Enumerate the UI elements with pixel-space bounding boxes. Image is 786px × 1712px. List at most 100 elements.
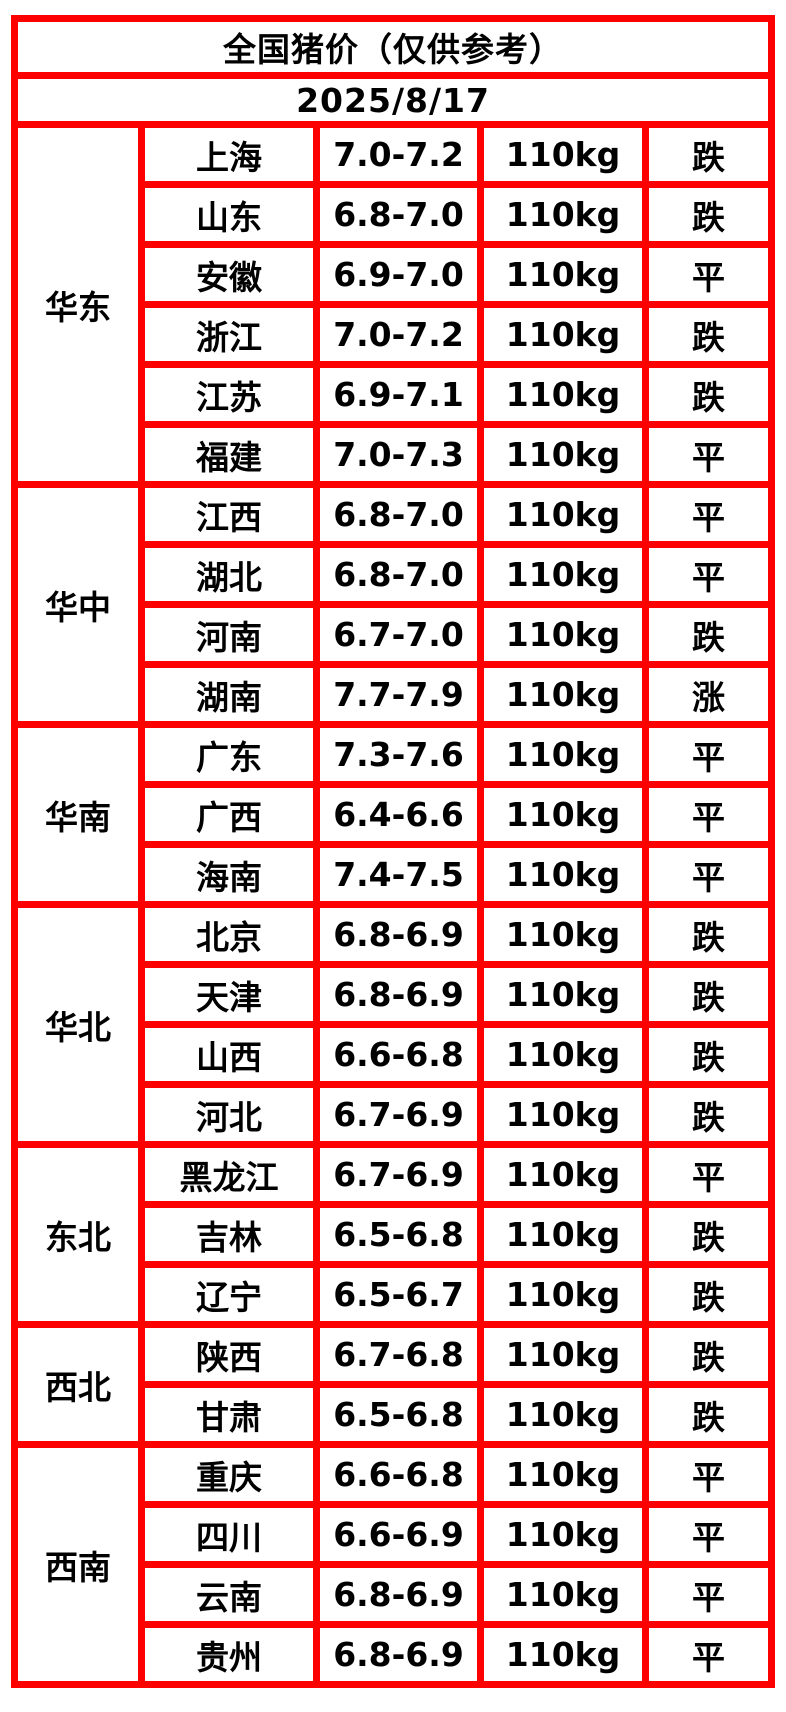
- trend-cell: 平: [641, 1621, 776, 1688]
- weight-cell: 110kg: [477, 121, 649, 188]
- trend-cell: 跌: [641, 361, 776, 428]
- weight-cell: 110kg: [477, 1621, 649, 1688]
- trend-cell: 平: [641, 1501, 776, 1568]
- weight-cell: 110kg: [477, 601, 649, 668]
- table-row: 山西 6.6-6.8 110kg 跌: [15, 1021, 776, 1088]
- trend-cell: 跌: [641, 1321, 776, 1388]
- province-cell: 四川: [138, 1501, 320, 1568]
- table-row: 华中 江西 6.8-7.0 110kg 平: [11, 481, 776, 728]
- price-cell: 7.7-7.9: [313, 661, 484, 728]
- province-cell: 辽宁: [138, 1261, 320, 1328]
- table-title: 全国猪价（仅供参考）: [10, 15, 776, 79]
- table-row: 云南 6.8-6.9 110kg 平: [15, 1561, 776, 1628]
- price-cell: 6.8-6.9: [313, 901, 484, 968]
- province-cell: 贵州: [138, 1621, 320, 1688]
- province-cell: 广西: [138, 781, 320, 848]
- price-cell: 7.0-7.2: [313, 121, 484, 188]
- trend-cell: 平: [641, 1141, 776, 1208]
- province-cell: 山西: [138, 1021, 320, 1088]
- trend-cell: 平: [641, 721, 776, 788]
- table-row: 广西 6.4-6.6 110kg 平: [15, 781, 776, 848]
- table-row: 河南 6.7-7.0 110kg 跌: [15, 601, 776, 668]
- province-cell: 浙江: [138, 301, 320, 368]
- weight-cell: 110kg: [477, 181, 649, 248]
- province-cell: 安徽: [138, 241, 320, 308]
- province-cell: 山东: [138, 181, 320, 248]
- trend-cell: 平: [641, 541, 776, 608]
- province-cell: 广东: [138, 721, 320, 788]
- trend-cell: 跌: [641, 1201, 776, 1268]
- region-cell: 西南: [11, 1441, 145, 1688]
- province-cell: 吉林: [138, 1201, 320, 1268]
- trend-cell: 跌: [641, 961, 776, 1028]
- price-cell: 6.5-6.8: [313, 1381, 484, 1448]
- province-cell: 河北: [138, 1081, 320, 1148]
- table-row: 山东 6.8-7.0 110kg 跌: [15, 181, 776, 248]
- trend-cell: 跌: [641, 181, 776, 248]
- trend-cell: 跌: [641, 1021, 776, 1088]
- trend-cell: 平: [641, 841, 776, 908]
- weight-cell: 110kg: [477, 481, 649, 548]
- price-cell: 6.5-6.8: [313, 1201, 484, 1268]
- province-cell: 甘肃: [138, 1381, 320, 1448]
- weight-cell: 110kg: [477, 781, 649, 848]
- province-cell: 海南: [138, 841, 320, 908]
- trend-cell: 平: [641, 1441, 776, 1508]
- region-cell: 华中: [11, 481, 145, 728]
- table-row: 辽宁 6.5-6.7 110kg 跌: [15, 1261, 776, 1328]
- weight-cell: 110kg: [477, 841, 649, 908]
- table-row: 海南 7.4-7.5 110kg 平: [15, 841, 776, 908]
- trend-cell: 涨: [641, 661, 776, 728]
- trend-cell: 跌: [641, 1261, 776, 1328]
- province-cell: 重庆: [138, 1441, 320, 1508]
- weight-cell: 110kg: [477, 1381, 649, 1448]
- table-row: 华北 北京 6.8-6.9 110kg 跌: [11, 901, 776, 1148]
- weight-cell: 110kg: [477, 721, 649, 788]
- region-cell: 西北: [11, 1321, 145, 1448]
- region-cell: 华南: [11, 721, 145, 908]
- province-cell: 湖南: [138, 661, 320, 728]
- region-cell: 东北: [11, 1141, 145, 1328]
- weight-cell: 110kg: [477, 661, 649, 728]
- weight-cell: 110kg: [477, 1321, 649, 1388]
- weight-cell: 110kg: [477, 361, 649, 428]
- price-cell: 6.8-6.9: [313, 961, 484, 1028]
- weight-cell: 110kg: [477, 1501, 649, 1568]
- price-cell: 7.3-7.6: [313, 721, 484, 788]
- weight-cell: 110kg: [477, 421, 649, 488]
- table-row: 浙江 7.0-7.2 110kg 跌: [15, 301, 776, 368]
- trend-cell: 平: [641, 1561, 776, 1628]
- weight-cell: 110kg: [477, 241, 649, 308]
- weight-cell: 110kg: [477, 541, 649, 608]
- price-cell: 7.4-7.5: [313, 841, 484, 908]
- table-row: 安徽 6.9-7.0 110kg 平: [15, 241, 776, 308]
- table-row: 贵州 6.8-6.9 110kg 平: [15, 1621, 776, 1688]
- trend-cell: 跌: [641, 601, 776, 668]
- weight-cell: 110kg: [477, 1561, 649, 1628]
- province-cell: 上海: [138, 121, 320, 188]
- table-row: 东北 黑龙江 6.7-6.9 110kg 平: [11, 1141, 776, 1328]
- price-cell: 6.8-7.0: [313, 541, 484, 608]
- table-row: 福建 7.0-7.3 110kg 平: [15, 421, 776, 488]
- trend-cell: 平: [641, 421, 776, 488]
- province-cell: 江西: [138, 481, 320, 548]
- trend-cell: 平: [641, 781, 776, 848]
- price-cell: 6.6-6.8: [313, 1441, 484, 1508]
- trend-cell: 平: [641, 481, 776, 548]
- province-cell: 福建: [138, 421, 320, 488]
- province-cell: 江苏: [138, 361, 320, 428]
- trend-cell: 跌: [641, 901, 776, 968]
- table-row: 天津 6.8-6.9 110kg 跌: [15, 961, 776, 1028]
- province-cell: 河南: [138, 601, 320, 668]
- price-cell: 6.6-6.8: [313, 1021, 484, 1088]
- price-cell: 6.8-7.0: [313, 481, 484, 548]
- province-cell: 云南: [138, 1561, 320, 1628]
- weight-cell: 110kg: [477, 1261, 649, 1328]
- trend-cell: 跌: [641, 301, 776, 368]
- price-cell: 7.0-7.3: [313, 421, 484, 488]
- price-cell: 6.5-6.7: [313, 1261, 484, 1328]
- table-row: 华东 上海 7.0-7.2 110kg 跌: [11, 121, 776, 488]
- table-row: 江苏 6.9-7.1 110kg 跌: [15, 361, 776, 428]
- province-cell: 陕西: [138, 1321, 320, 1388]
